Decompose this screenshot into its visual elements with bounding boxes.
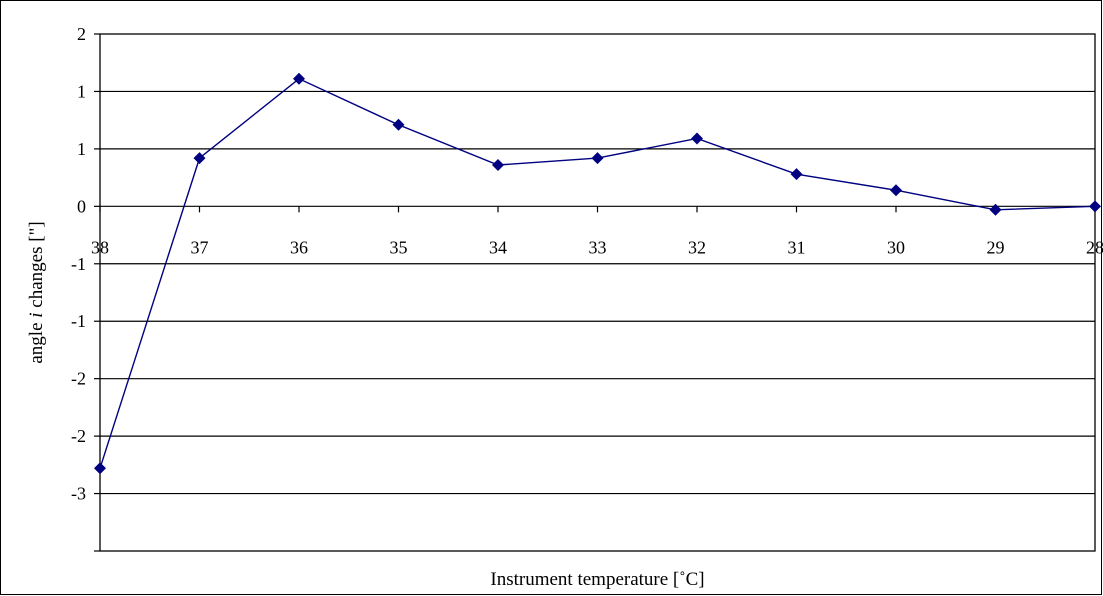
data-point — [492, 158, 504, 171]
y-tick-label: -3 — [71, 484, 86, 504]
y-axis-title-symbol: i — [26, 312, 47, 317]
x-tick-label: 33 — [589, 237, 607, 257]
y-tick-label: -1 — [71, 311, 86, 331]
x-axis-title: Instrument temperature [˚C] — [490, 569, 704, 590]
x-tick-label: 35 — [390, 237, 408, 257]
y-axis-title-suffix: changes ["] — [26, 221, 47, 312]
data-point — [392, 118, 405, 131]
data-point — [591, 152, 604, 165]
y-axis-ticks: 2 1 1 0 -1 -1 -2 -2 -3 — [71, 24, 100, 552]
y-tick-label: 0 — [77, 196, 86, 216]
y-tick-label: -1 — [71, 254, 86, 274]
plot-area — [99, 33, 1096, 552]
x-tick-label: 37 — [191, 237, 209, 257]
y-tick-label: -2 — [71, 369, 86, 389]
y-axis-title: angle i changes ["] — [26, 221, 47, 363]
data-point — [293, 72, 305, 85]
x-tick-label: 32 — [688, 237, 706, 257]
y-axis-title-prefix: angle — [26, 318, 47, 364]
data-point — [193, 152, 206, 165]
x-tick-label: 29 — [987, 237, 1005, 257]
data-point — [691, 132, 703, 145]
x-tick-label: 34 — [489, 237, 507, 257]
data-point — [1089, 200, 1101, 213]
y-tick-label: -2 — [71, 426, 86, 446]
x-tick-label: 28 — [1086, 237, 1103, 257]
data-point — [890, 184, 902, 197]
data-series — [94, 72, 1101, 475]
x-tick-label: 36 — [290, 237, 308, 257]
data-point — [790, 168, 803, 181]
data-point — [94, 462, 106, 475]
x-tick-label: 30 — [887, 237, 905, 257]
x-tick-label: 31 — [788, 237, 806, 257]
y-tick-label: 2 — [77, 24, 86, 44]
x-tick-label: 38 — [91, 237, 109, 257]
data-point — [989, 203, 1002, 216]
x-axis-ticks: 38 37 36 35 34 33 32 31 30 29 28 — [91, 206, 1103, 257]
y-tick-label: 1 — [77, 139, 86, 159]
y-tick-label: 1 — [77, 81, 86, 101]
